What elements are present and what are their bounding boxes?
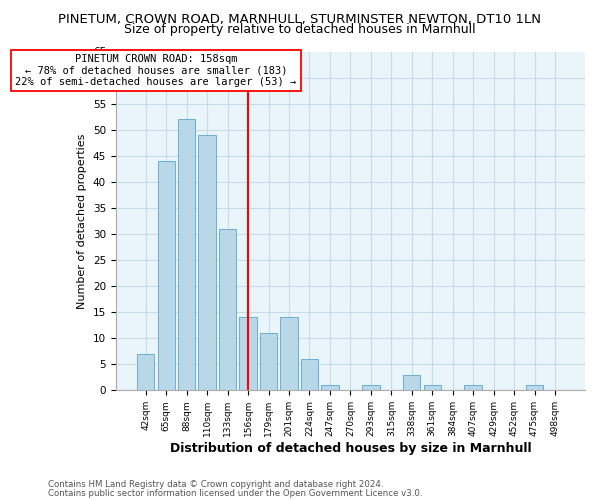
Text: Size of property relative to detached houses in Marnhull: Size of property relative to detached ho… [124,22,476,36]
Bar [362,385,380,390]
Bar [178,120,196,390]
Bar [321,385,338,390]
Text: Contains public sector information licensed under the Open Government Licence v3: Contains public sector information licen… [48,488,422,498]
Y-axis label: Number of detached properties: Number of detached properties [77,133,87,308]
Text: Contains HM Land Registry data © Crown copyright and database right 2024.: Contains HM Land Registry data © Crown c… [48,480,383,489]
Bar [219,228,236,390]
Bar [424,385,441,390]
Bar [239,318,257,390]
Bar [526,385,543,390]
X-axis label: Distribution of detached houses by size in Marnhull: Distribution of detached houses by size … [170,442,531,455]
Bar [464,385,482,390]
Bar [137,354,154,391]
Bar [280,318,298,390]
Bar [301,359,318,390]
Bar [158,161,175,390]
Bar [403,374,421,390]
Text: PINETUM CROWN ROAD: 158sqm
← 78% of detached houses are smaller (183)
22% of sem: PINETUM CROWN ROAD: 158sqm ← 78% of deta… [16,54,296,88]
Bar [260,333,277,390]
Bar [199,135,216,390]
Text: PINETUM, CROWN ROAD, MARNHULL, STURMINSTER NEWTON, DT10 1LN: PINETUM, CROWN ROAD, MARNHULL, STURMINST… [59,12,542,26]
